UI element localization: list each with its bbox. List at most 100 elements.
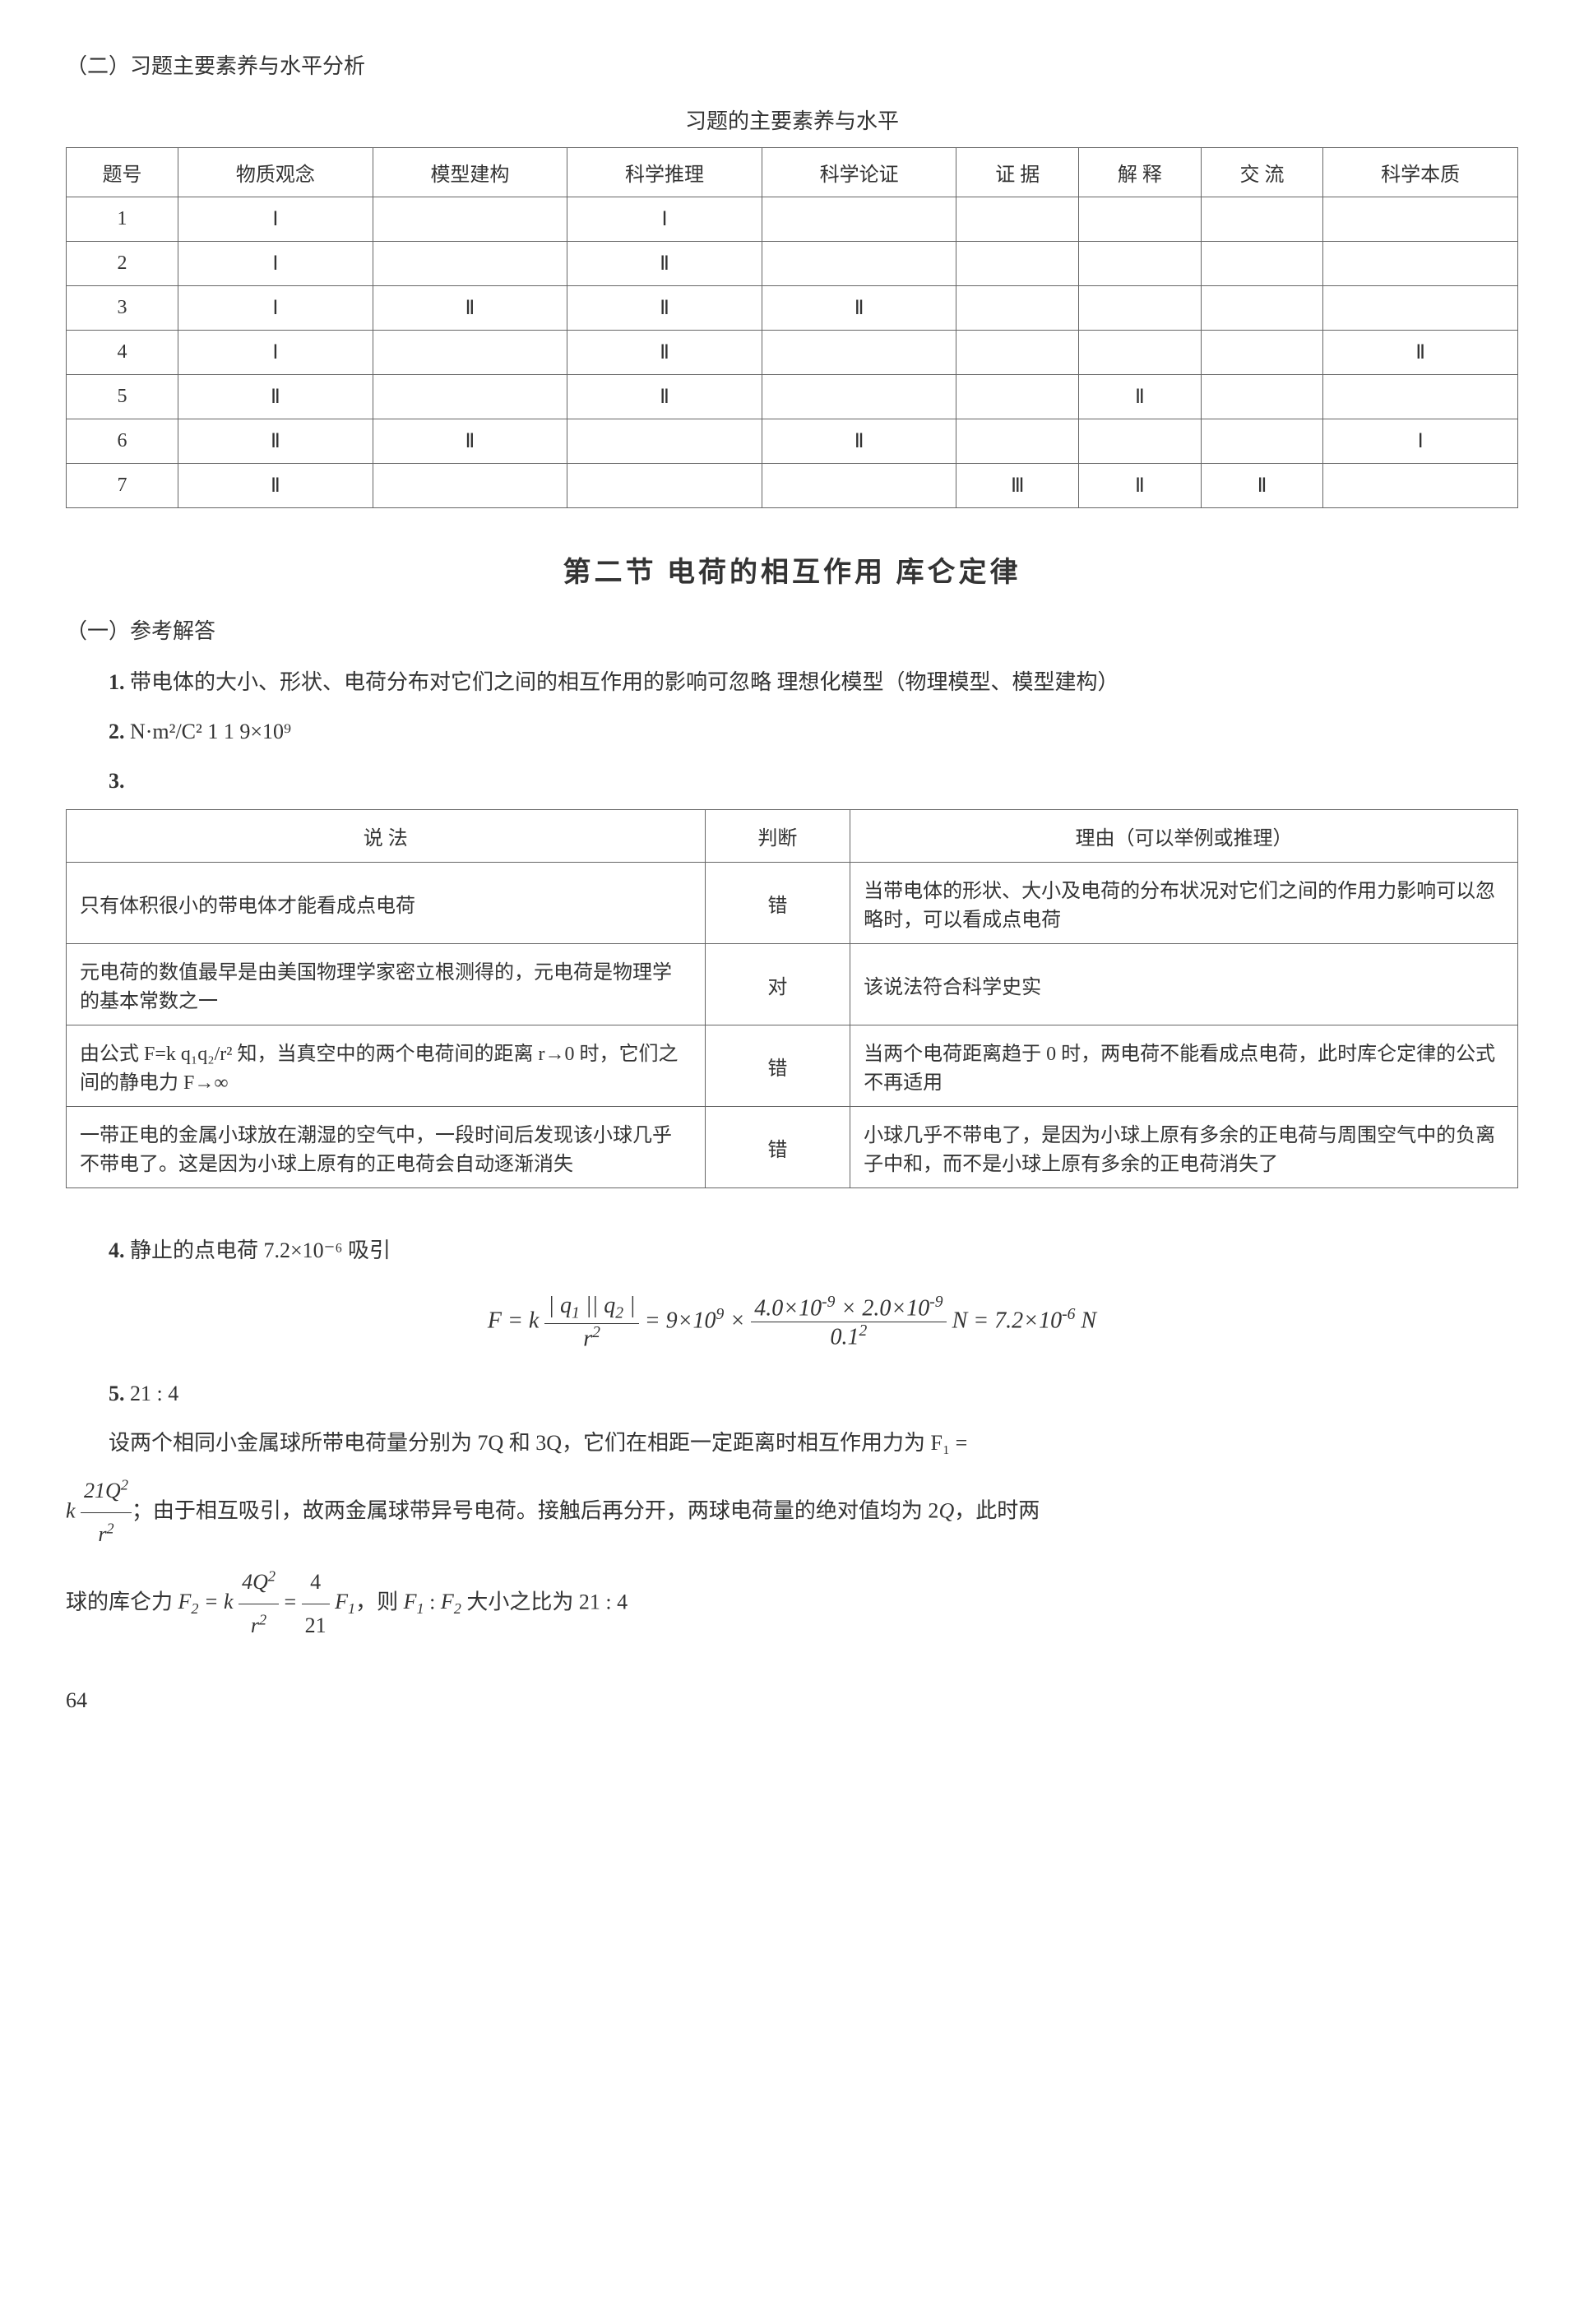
table-cell: Ⅱ	[567, 375, 762, 419]
table1-header: 物质观念	[178, 148, 373, 197]
table-cell	[762, 197, 956, 242]
table-cell: Ⅰ	[567, 197, 762, 242]
q1-text: 带电体的大小、形状、电荷分布对它们之间的相互作用的影响可忽略 理想化模型（物理模…	[125, 670, 1119, 694]
q5-body-3: 球的库仑力 F2 = k 4Q2r2 = 421 F1，则 F1 : F2 大小…	[66, 1561, 1518, 1647]
table-cell: 对	[705, 944, 850, 1025]
table-cell: Ⅰ	[178, 286, 373, 331]
table-cell: Ⅱ	[1201, 464, 1323, 508]
table-cell: 2	[67, 242, 178, 286]
page-number: 64	[66, 1688, 1518, 1713]
q2-text: N·m²/C² 1 1 9×10⁹	[125, 720, 292, 743]
q5-body-1: 设两个相同小金属球所带电荷量分别为 7Q 和 3Q，它们在相距一定距离时相互作用…	[66, 1422, 1518, 1465]
table-cell	[956, 197, 1079, 242]
table-cell: 该说法符合科学史实	[850, 944, 1518, 1025]
table-cell	[762, 331, 956, 375]
q5-num: 5.	[109, 1382, 125, 1405]
table-cell: 错	[705, 1107, 850, 1188]
table-cell	[956, 286, 1079, 331]
table-cell: 当带电体的形状、大小及电荷的分布状况对它们之间的作用力影响可以忽略时，可以看成点…	[850, 863, 1518, 944]
section-b-title: （一）参考解答	[66, 614, 1518, 645]
table1-header: 科学本质	[1323, 148, 1518, 197]
table1-header: 证 据	[956, 148, 1079, 197]
table-cell: Ⅱ	[373, 419, 567, 464]
answer-q5: 5. 21 : 4	[66, 1373, 1518, 1415]
table-row: 7ⅡⅢⅡⅡ	[67, 464, 1518, 508]
table-cell	[1201, 242, 1323, 286]
table-row: 6ⅡⅡⅡⅠ	[67, 419, 1518, 464]
table-row: 一带正电的金属小球放在潮湿的空气中，一段时间后发现该小球几乎不带电了。这是因为小…	[67, 1107, 1518, 1188]
table-cell: Ⅰ	[1323, 419, 1518, 464]
table-cell: 一带正电的金属小球放在潮湿的空气中，一段时间后发现该小球几乎不带电了。这是因为小…	[67, 1107, 706, 1188]
table-cell: Ⅱ	[178, 464, 373, 508]
table-cell	[1079, 419, 1202, 464]
table-cell: Ⅱ	[762, 286, 956, 331]
table-cell: 当两个电荷距离趋于 0 时，两电荷不能看成点电荷，此时库仑定律的公式不再适用	[850, 1025, 1518, 1107]
q5-body-2: k 21Q2r2；由于相互吸引，故两金属球带异号电荷。接触后再分开，两球电荷量的…	[66, 1470, 1518, 1556]
table1-header: 模型建构	[373, 148, 567, 197]
table-cell: 1	[67, 197, 178, 242]
table1-title: 习题的主要素养与水平	[66, 104, 1518, 135]
table-row: 4ⅠⅡⅡ	[67, 331, 1518, 375]
table-row: 2Ⅰ Ⅱ	[67, 242, 1518, 286]
table-cell: Ⅱ	[567, 331, 762, 375]
table-cell	[1201, 419, 1323, 464]
competency-table: 题号物质观念模型建构科学推理科学论证证 据解 释交 流科学本质 1ⅠⅠ2ⅠⅡ3Ⅰ…	[66, 147, 1518, 508]
chapter-title: 第二节 电荷的相互作用 库仑定律	[66, 549, 1518, 590]
q4-num: 4.	[109, 1238, 125, 1262]
table-cell: Ⅱ	[1079, 375, 1202, 419]
table-row: 3ⅠⅡⅡⅡ	[67, 286, 1518, 331]
table-cell	[373, 197, 567, 242]
table-cell: Ⅱ	[762, 419, 956, 464]
answer-q1: 1. 带电体的大小、形状、电荷分布对它们之间的相互作用的影响可忽略 理想化模型（…	[66, 661, 1518, 704]
q2-num: 2.	[109, 720, 125, 743]
q5-text: 21 : 4	[125, 1382, 179, 1405]
table-cell: 7	[67, 464, 178, 508]
table-cell: 小球几乎不带电了，是因为小球上原有多余的正电荷与周围空气中的负离子中和，而不是小…	[850, 1107, 1518, 1188]
table-cell: Ⅱ	[567, 242, 762, 286]
table2-header: 说 法	[67, 810, 706, 863]
table-cell	[1323, 464, 1518, 508]
table-cell: 元电荷的数值最早是由美国物理学家密立根测得的，元电荷是物理学的基本常数之一	[67, 944, 706, 1025]
table-cell: Ⅱ	[1323, 331, 1518, 375]
table-cell: Ⅱ	[178, 419, 373, 464]
table-cell: Ⅱ	[373, 286, 567, 331]
table-cell	[373, 331, 567, 375]
table1-header: 解 释	[1079, 148, 1202, 197]
table-cell: Ⅱ	[178, 375, 373, 419]
table-cell	[1079, 197, 1202, 242]
table-cell	[567, 464, 762, 508]
table-cell	[956, 331, 1079, 375]
table-row: 由公式 F=k q₁q₂/r² 知，当真空中的两个电荷间的距离 r→0 时，它们…	[67, 1025, 1518, 1107]
table-cell	[1201, 197, 1323, 242]
table-row: 5ⅡⅡⅡ	[67, 375, 1518, 419]
table-cell: 只有体积很小的带电体才能看成点电荷	[67, 863, 706, 944]
table-cell: 4	[67, 331, 178, 375]
table-cell	[1079, 286, 1202, 331]
table-cell	[1201, 286, 1323, 331]
table-cell: Ⅱ	[567, 286, 762, 331]
section-a-title: （二）习题主要素养与水平分析	[66, 49, 1518, 80]
table1-header: 科学推理	[567, 148, 762, 197]
table-cell: Ⅲ	[956, 464, 1079, 508]
table-cell	[762, 242, 956, 286]
table1-header: 科学论证	[762, 148, 956, 197]
table1-header: 题号	[67, 148, 178, 197]
table-cell: Ⅰ	[178, 242, 373, 286]
table-cell	[1201, 331, 1323, 375]
table-cell: Ⅰ	[178, 197, 373, 242]
table-cell	[1323, 286, 1518, 331]
table-cell	[567, 419, 762, 464]
answer-q4: 4. 静止的点电荷 7.2×10⁻⁶ 吸引	[66, 1229, 1518, 1272]
formula-q4: F = k | q1 || q2 |r2 = 9×109 × 4.0×10-9 …	[66, 1293, 1518, 1352]
table-cell: 3	[67, 286, 178, 331]
table-cell	[762, 464, 956, 508]
table2-header: 理由（可以举例或推理）	[850, 810, 1518, 863]
table-cell	[373, 375, 567, 419]
q4-text: 静止的点电荷 7.2×10⁻⁶ 吸引	[125, 1238, 391, 1262]
table-cell: 由公式 F=k q₁q₂/r² 知，当真空中的两个电荷间的距离 r→0 时，它们…	[67, 1025, 706, 1107]
table-cell: 5	[67, 375, 178, 419]
table-row: 1ⅠⅠ	[67, 197, 1518, 242]
table-cell: Ⅱ	[1079, 464, 1202, 508]
q1-num: 1.	[109, 670, 125, 694]
table2-header: 判断	[705, 810, 850, 863]
